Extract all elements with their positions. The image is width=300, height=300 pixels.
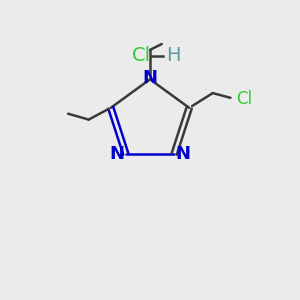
Text: Cl: Cl [132,46,152,65]
Text: N: N [109,145,124,163]
Text: H: H [166,46,181,65]
Text: N: N [142,69,158,87]
Text: Cl: Cl [236,90,252,108]
Text: N: N [176,145,191,163]
